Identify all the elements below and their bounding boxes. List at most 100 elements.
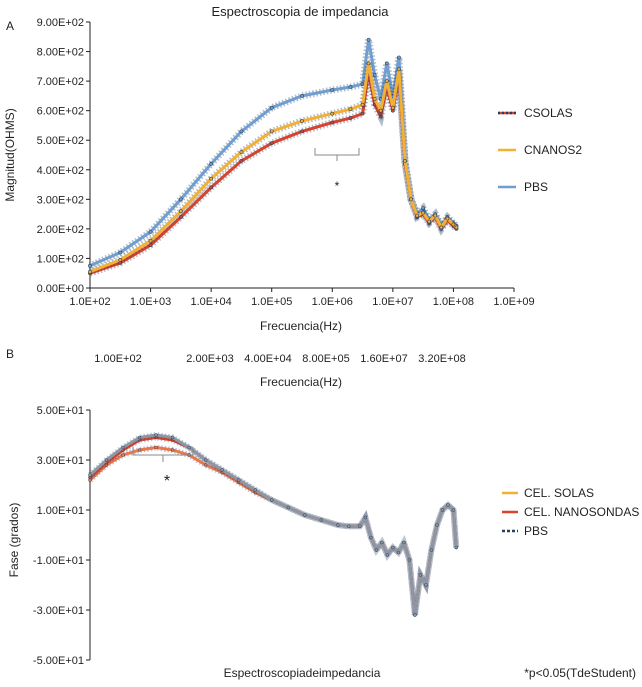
chart-a-point-cnanos2 <box>384 79 389 84</box>
chart-b-xtick-label: 2.00E+03 <box>186 353 233 365</box>
chart-b-point-pbs <box>363 515 368 520</box>
chart-b-point-pbs <box>269 498 274 502</box>
chart-b-significance-bracket <box>132 447 194 462</box>
chart-a-point-cnanos2 <box>403 159 407 163</box>
chart-a-point-csolas <box>378 114 383 119</box>
chart-a-point-cnanos2 <box>366 61 371 66</box>
chart-b-point-pbs <box>424 583 428 587</box>
chart-b-xtick-label: 1.60E+07 <box>360 353 407 365</box>
chart-b-point-cel-nanosondas <box>137 448 142 452</box>
chart-a-point-pbs <box>178 197 183 202</box>
chart-a-point-pbs <box>372 73 377 78</box>
chart-b-annotation: * <box>164 473 170 490</box>
legend-b-label-pbs: PBS <box>524 524 548 538</box>
chart-a-ytick-label: 5.00E+02 <box>37 135 84 147</box>
chart-b-point-pbs <box>435 523 439 527</box>
chart-b-point-pbs <box>286 505 291 510</box>
legend-a-item-csolas: CSOLAS <box>498 106 573 120</box>
chart-a-ytick-label: 0.00E+00 <box>37 283 84 295</box>
legend-a-label-cnanos2: CNANOS2 <box>524 143 582 157</box>
chart-b-errorband-cel-solas <box>87 434 460 616</box>
chart-b-point-pbs <box>319 518 324 522</box>
chart-b-ylabel: Fase (grados) <box>7 503 21 578</box>
chart-a-point-pbs <box>88 263 92 268</box>
chart-a-ytick-label: 2.00E+02 <box>37 224 84 236</box>
chart-b-point-pbs <box>454 545 458 550</box>
chart-a-point-cnanos2 <box>415 213 419 218</box>
chart-b-point-pbs <box>402 540 406 545</box>
chart-b-ytick-label: 5.00E+01 <box>37 405 84 417</box>
chart-b-xtick-label: 4.00E+04 <box>244 353 291 365</box>
chart-a-point-pbs <box>384 61 389 66</box>
chart-b-point-pbs <box>429 548 434 552</box>
chart-a-point-cnanos2 <box>378 108 383 113</box>
chart-b-point-pbs <box>396 550 401 555</box>
chart-a-ytick-label: 4.00E+02 <box>37 165 84 177</box>
chart-a-xtick-label: 1.0E+05 <box>251 296 292 308</box>
chart-a-point-csolas <box>239 159 244 163</box>
chart-a-ytick-label: 8.00E+02 <box>37 47 84 59</box>
chart-b-point-cel-nanosondas <box>203 463 208 467</box>
legend-a-label-pbs: PBS <box>524 180 548 194</box>
legend-b-label-cel-nanosondas: CEL. NANOSONDAS <box>524 505 639 519</box>
chart-a-point-csolas <box>269 141 274 146</box>
chart-b-legend: CEL. SOLAS CEL. NANOSONDAS PBS <box>502 486 639 538</box>
chart-b-point-pbs <box>154 433 158 437</box>
chart-a-point-cnanos2 <box>390 105 395 110</box>
chart-a-point-cnanos2 <box>88 269 92 274</box>
chart-a-point-cnanos2 <box>239 150 244 154</box>
chart-a-point-csolas <box>148 243 153 248</box>
panel-a-label: A <box>6 19 14 33</box>
chart-a-xtick-label: 1.0E+09 <box>493 296 534 308</box>
chart-b-ytick-label: 1.00E+01 <box>37 505 84 517</box>
chart-b-ytick-label: 3.00E+01 <box>37 455 84 467</box>
chart-a-point-cnanos2 <box>433 213 438 218</box>
chart-b-point-pbs <box>446 503 450 507</box>
chart-a-point-csolas <box>178 215 183 219</box>
footnote: *p<0.05(TdeStudent) <box>524 666 636 680</box>
chart-a-point-csolas <box>330 120 335 125</box>
chart-a-ytick-label: 6.00E+02 <box>37 106 84 118</box>
chart-b-point-pbs <box>104 458 109 462</box>
chart-a-point-pbs <box>421 206 426 211</box>
chart-b-errorband-pbs <box>87 431 460 616</box>
chart-b-point-pbs <box>88 473 92 477</box>
legend-a-label-csolas: CSOLAS <box>524 106 573 120</box>
chart-a-point-pbs <box>118 250 123 255</box>
chart-a-point-pbs <box>239 129 244 134</box>
chart-a-xtick-label: 1.0E+04 <box>190 296 231 308</box>
chart-a-point-pbs <box>348 85 353 89</box>
chart-b-plot: -5.00E+01 -3.00E+01 -1.00E+01 1.00E+01 3.00E… <box>33 353 466 667</box>
chart-b-xtick-label: 1.00E+02 <box>94 353 141 365</box>
chart-a-annotation: * <box>335 179 340 193</box>
chart-b-point-pbs <box>369 535 373 540</box>
chart-a-point-csolas <box>209 185 214 190</box>
chart-b-point-pbs <box>203 458 208 462</box>
chart-a-point-cnanos2 <box>445 216 450 221</box>
chart-a-point-cnanos2 <box>330 111 335 116</box>
chart-a-point-pbs <box>397 55 401 60</box>
chart-b-xtick-label: 8.00E+05 <box>302 353 349 365</box>
chart-a-point-pbs <box>366 37 371 42</box>
chart-a-point-pbs <box>300 93 304 98</box>
chart-a-point-csolas <box>348 116 353 120</box>
chart-a-xtick-label: 1.0E+06 <box>312 296 353 308</box>
chart-a-point-cnanos2 <box>397 67 401 72</box>
chart-b-point-pbs <box>385 553 390 557</box>
bottom-caption: Espectroscopiadeimpedancia <box>224 666 381 680</box>
chart-b-point-pbs <box>170 435 175 440</box>
chart-a-ytick-label: 1.00E+02 <box>37 253 84 265</box>
chart-a-xlabel: Frecuencia(Hz) <box>260 319 342 333</box>
chart-a-legend: CSOLAS CNANOS2 PBS <box>498 106 582 194</box>
chart-a-point-cnanos2 <box>372 96 377 101</box>
chart-b-xtick-label: 3.20E+08 <box>418 353 465 365</box>
legend-b-label-cel-solas: CEL. SOLAS <box>524 486 594 500</box>
chart-b-point-pbs <box>236 478 241 482</box>
chart-a-significance-bracket <box>314 148 360 161</box>
chart-a-point-cnanos2 <box>421 210 426 215</box>
chart-a-point-cnanos2 <box>409 197 413 202</box>
legend-a-item-cnanos2: CNANOS2 <box>498 143 582 157</box>
chart-a-ytick-label: 7.00E+02 <box>37 76 84 88</box>
chart-a-point-cnanos2 <box>348 107 353 112</box>
